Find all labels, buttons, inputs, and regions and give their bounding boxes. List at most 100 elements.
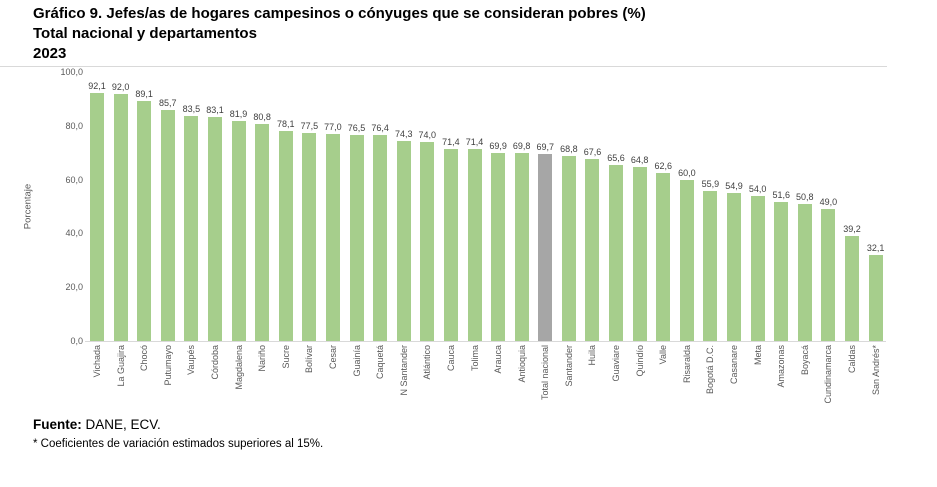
bar-value-label: 62,6 (654, 160, 673, 171)
bar (184, 116, 199, 341)
bar-stack: 68,8 (560, 72, 578, 341)
bar-value-label: 49,0 (819, 197, 838, 208)
bar (774, 202, 789, 341)
x-axis-label: Bolívar (304, 345, 315, 374)
bar (845, 235, 859, 341)
bar-value-label: 92,1 (88, 81, 106, 92)
bar-chart: 92,1 Vichada 92,0 La Guajira 89,1 Chocó 85,7 Pu… (88, 72, 885, 417)
x-axis-label: Arauca (493, 345, 504, 374)
bar-column: 81,9 Magdalena (229, 72, 248, 417)
bar-stack: 92,0 (112, 72, 129, 341)
bar-stack: 76,5 (348, 72, 365, 341)
bar (396, 141, 411, 341)
bar-stack: 89,1 (135, 72, 153, 341)
bar (703, 190, 718, 341)
bar-column: 60,0 Risaralda (678, 72, 696, 417)
bar-value-label: 50,8 (796, 192, 814, 203)
bar-value-label: 51,6 (772, 190, 790, 201)
source-text: DANE, ECV. (85, 417, 161, 432)
bar-stack: 54,0 (748, 72, 767, 341)
bar-value-label: 71,4 (442, 136, 460, 147)
bar-column: 83,5 Vaupés (182, 72, 201, 417)
bar-value-label: 71,4 (465, 136, 484, 147)
y-tick-label: 40,0 (65, 228, 83, 239)
bar-stack: 83,1 (206, 72, 224, 341)
bar (90, 93, 104, 341)
bar (137, 101, 152, 341)
bar (467, 148, 482, 341)
bar-column: 80,8 Nariño (253, 72, 271, 417)
bar-value-label: 74,3 (394, 129, 413, 140)
bar-stack: 51,6 (772, 72, 790, 341)
bar-stack: 74,0 (419, 72, 436, 341)
bar-stack: 50,8 (796, 72, 814, 341)
y-tick-label: 100,0 (60, 67, 83, 77)
x-axis-label: Meta (752, 345, 763, 366)
bar-column: 77,5 Bolívar (301, 72, 319, 417)
bar-value-label: 69,9 (489, 140, 507, 151)
bar-value-label: 78,1 (276, 118, 295, 129)
bar-value-label: 89,1 (135, 89, 153, 100)
bar-value-label: 54,0 (748, 183, 767, 194)
bar (278, 130, 293, 341)
x-axis-label: Boyacá (799, 345, 810, 376)
bar-column: 65,6 Guaviare (607, 72, 625, 417)
bar-stack: 54,9 (725, 72, 743, 341)
bar-column: 74,0 Atlántico (419, 72, 437, 417)
bar-stack: 92,1 (88, 72, 106, 341)
bar-column: 76,5 Guainía (348, 72, 366, 417)
bar (727, 193, 742, 341)
x-axis-label: Magdalena (233, 345, 244, 390)
bar-stack: 69,7 (537, 72, 554, 341)
x-axis-label: N Santander (398, 345, 409, 396)
bar-stack: 76,4 (371, 72, 389, 341)
bar-stack: 67,6 (583, 72, 602, 341)
bar (255, 123, 270, 341)
y-tick-label: 80,0 (65, 120, 83, 131)
bar (750, 195, 765, 341)
y-tick-label: 60,0 (65, 174, 83, 185)
bar-value-label: 39,2 (843, 223, 861, 234)
x-axis-label: Bogotá D.C. (705, 345, 716, 395)
bar-value-label: 77,0 (324, 121, 342, 132)
bar-column: 51,6 Amazonas (772, 72, 790, 417)
bar-column: 49,0 Cundinamarca (819, 72, 838, 417)
x-axis-label: Caquetá (375, 345, 386, 380)
bar-column: 92,0 La Guajira (112, 72, 130, 417)
bar-total-nacional (538, 153, 553, 341)
chart-title: Gráfico 9. Jefes/as de hogares campesino… (33, 5, 646, 22)
y-axis-ticks: 0,0 20,0 40,0 60,0 80,0 100,0 (38, 67, 83, 346)
x-axis-label: Cesar (327, 345, 338, 370)
bar-value-label: 67,6 (583, 147, 602, 158)
x-axis-label: Santander (563, 345, 574, 387)
x-axis-label: Cauca (445, 345, 456, 372)
x-axis-label: Valle (658, 345, 669, 365)
bar (160, 110, 175, 341)
x-axis-label: Vaupés (186, 345, 197, 375)
bar-value-label: 83,1 (206, 105, 224, 116)
x-axis-label: Cundinamarca (823, 345, 834, 404)
bar-column: 54,0 Meta (748, 72, 767, 417)
bar-column: 67,6 Huila (583, 72, 602, 417)
y-tick-label: 20,0 (65, 282, 83, 293)
x-axis-label: Córdoba (209, 345, 220, 380)
x-axis-label: La Guajira (115, 345, 126, 387)
bar-value-label: 83,5 (182, 104, 201, 115)
x-axis-label: San Andrés* (870, 345, 881, 396)
bar (491, 152, 506, 341)
bar-value-label: 32,1 (866, 242, 885, 253)
x-axis-line (85, 341, 886, 342)
bar-stack: 69,9 (489, 72, 507, 341)
bar-value-label: 81,9 (229, 108, 248, 119)
bar-stack: 77,0 (324, 72, 342, 341)
x-axis-label: Caldas (847, 345, 857, 374)
bar-column: 71,4 Cauca (442, 72, 460, 417)
bar-stack: 81,9 (229, 72, 248, 341)
bar (231, 120, 246, 341)
x-axis-label: Huila (587, 345, 598, 366)
x-axis-label: Sucre (280, 345, 291, 369)
bar-stack: 74,3 (394, 72, 413, 341)
x-axis-label: Chocó (139, 345, 150, 372)
bar (679, 179, 694, 341)
bar-stack: 65,6 (607, 72, 625, 341)
